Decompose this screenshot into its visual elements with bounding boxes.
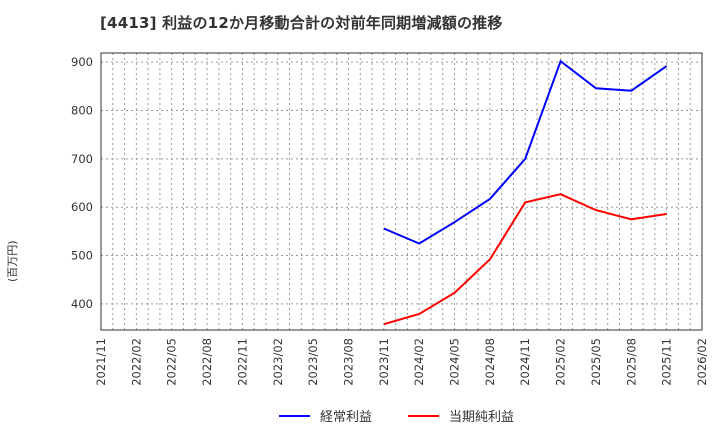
legend-label: 当期純利益 — [449, 410, 515, 425]
series-lines — [383, 59, 668, 326]
y-tick-label: 800 — [71, 104, 93, 118]
x-tick-label: 2024/05 — [448, 338, 462, 386]
legend-swatch-blue — [279, 414, 310, 417]
y-axis-ticks: 400 500 600 700 800 900 — [71, 55, 93, 311]
grid-lines — [101, 53, 702, 330]
y-tick-label: 900 — [71, 55, 93, 69]
x-tick-label: 2023/11 — [377, 338, 391, 386]
legend-label: 経常利益 — [320, 410, 373, 425]
x-tick-label: 2026/02 — [695, 338, 709, 386]
x-tick-label: 2021/11 — [94, 338, 108, 386]
y-tick-label: 500 — [71, 249, 93, 263]
x-tick-label: 2023/05 — [306, 338, 320, 386]
x-tick-label: 2022/08 — [200, 338, 214, 386]
x-tick-label: 2025/11 — [660, 338, 674, 386]
y-tick-label: 700 — [71, 152, 93, 166]
x-tick-label: 2025/08 — [624, 338, 638, 386]
series-line — [383, 193, 667, 326]
y-tick-label: 400 — [71, 297, 93, 311]
legend: 経常利益 当期純利益 — [0, 406, 720, 426]
x-tick-label: 2023/02 — [271, 338, 285, 386]
series-line — [383, 59, 668, 245]
x-tick-label: 2025/02 — [554, 338, 568, 386]
plot-frame — [100, 52, 703, 331]
x-tick-label: 2024/08 — [483, 338, 497, 386]
x-tick-label: 2024/11 — [518, 338, 532, 386]
y-tick-label: 600 — [71, 200, 93, 214]
x-tick-label: 2025/05 — [589, 338, 603, 386]
x-tick-label: 2023/08 — [341, 338, 355, 386]
legend-swatch-red — [408, 414, 439, 417]
x-axis-ticks: 2021/11 2022/02 2022/05 2022/08 2022/11 2023/… — [94, 338, 709, 386]
legend-item-ordinary-profit: 経常利益 — [279, 406, 372, 425]
x-tick-label: 2024/02 — [412, 338, 426, 386]
x-tick-label: 2022/05 — [165, 338, 179, 386]
x-tick-label: 2022/02 — [129, 338, 143, 386]
x-tick-label: 2022/11 — [235, 338, 249, 386]
legend-item-net-profit: 当期純利益 — [408, 406, 514, 425]
chart-title: [4413] 利益の12か月移動合計の対前年同期増減額の推移 — [100, 14, 503, 32]
